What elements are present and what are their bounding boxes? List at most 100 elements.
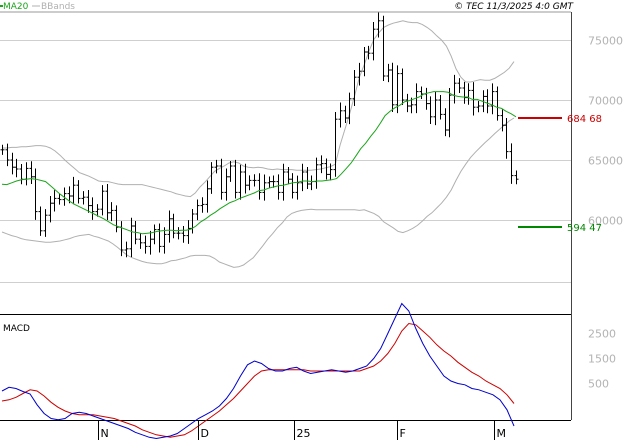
price-bar (357, 62, 362, 86)
price-bar (495, 86, 500, 121)
price-bar (462, 81, 467, 104)
price-bar (500, 109, 505, 132)
price-bar (243, 163, 248, 194)
price-bar (43, 209, 48, 237)
price-bar (400, 68, 405, 106)
price-bar (57, 193, 62, 205)
ma20-line (1, 91, 517, 235)
price-bar (171, 213, 176, 239)
price-bar (124, 241, 129, 258)
price-bar (105, 184, 110, 220)
price-bar (381, 15, 386, 82)
price-bar (219, 158, 224, 200)
price-bar (186, 220, 191, 244)
macd-y-tick-label: 1500 (588, 353, 616, 366)
price-bar (205, 180, 210, 213)
price-bar (5, 143, 10, 167)
macd-lines (1, 302, 515, 440)
price-bar (290, 173, 295, 199)
x-tick-label: 25 (297, 427, 311, 440)
price-bar (324, 158, 329, 180)
price-bar (81, 191, 86, 205)
price-bar (109, 202, 114, 222)
price-bar (447, 88, 452, 138)
price-bar (252, 174, 257, 187)
price-bar (419, 86, 424, 100)
price-level-label: 594 47 (567, 223, 602, 234)
copyright-text: © TEC 11/3/2025 4:0 GMT (454, 2, 574, 12)
price-bar (471, 82, 476, 116)
price-y-tick-label: 75000 (588, 35, 623, 48)
price-bar (504, 118, 509, 159)
x-tick-label: N (101, 427, 109, 440)
price-y-tick-label: 65000 (588, 155, 623, 168)
price-bar (148, 230, 153, 255)
price-bar (352, 70, 357, 106)
price-bar (457, 78, 462, 94)
price-bar (238, 164, 243, 200)
price-bar (176, 227, 181, 240)
price-bar (362, 46, 367, 77)
price-bar (247, 175, 252, 191)
price-bar (71, 176, 76, 205)
price-bar (162, 227, 167, 254)
price-bar (209, 162, 214, 194)
price-bar (438, 94, 443, 120)
price-bar (262, 174, 267, 201)
price-bar (67, 186, 72, 204)
price-bar (376, 12, 381, 38)
price-bar (300, 163, 305, 192)
price-bar (319, 155, 324, 174)
price-bar (100, 185, 105, 216)
price-bar (295, 175, 300, 200)
price-bar (19, 163, 24, 185)
price-bar (314, 157, 319, 189)
price-bar (228, 160, 233, 182)
bbands-upper-line (2, 20, 515, 198)
x-axis-ticks: N D 25 F M (98, 420, 506, 440)
price-bar (152, 224, 157, 245)
price-bar (195, 199, 200, 221)
price-bar (0, 144, 5, 155)
price-bar (433, 91, 438, 126)
bbands-lower-line (1, 117, 515, 268)
x-tick-label: F (400, 427, 406, 440)
price-bar (10, 152, 15, 175)
price-bar (443, 108, 448, 137)
price-bar (328, 163, 333, 181)
price-bar (347, 92, 352, 125)
price-bar (224, 168, 229, 201)
price-bar (33, 168, 38, 220)
price-bar (405, 93, 410, 113)
price-bar (257, 173, 262, 200)
price-bar (119, 221, 124, 257)
ma20-series-line (1, 91, 517, 235)
price-bar (143, 235, 148, 254)
price-bar (190, 208, 195, 234)
price-bar (305, 166, 310, 190)
price-bar (276, 174, 281, 200)
price-bar (485, 89, 490, 114)
price-bar (48, 196, 53, 223)
price-bar (76, 180, 81, 204)
price-bar (366, 45, 371, 60)
price-bar (281, 163, 286, 201)
price-bar (29, 161, 34, 184)
price-bar (86, 190, 91, 213)
chart-header: MA20 BBands © TEC 11/3/2025 4:0 GMT (0, 2, 575, 12)
price-bar (167, 210, 172, 243)
price-bar (490, 83, 495, 115)
price-bar (271, 175, 276, 188)
price-bar (62, 187, 67, 206)
macd-y-tick-label: 2500 (588, 328, 616, 341)
price-y-tick-label: 60000 (588, 215, 623, 228)
price-bar (309, 175, 314, 191)
price-bar (476, 100, 481, 113)
price-bar (286, 166, 291, 185)
price-bars (0, 12, 519, 258)
price-bar (90, 197, 95, 220)
price-bar (395, 65, 400, 114)
price-bar (52, 190, 57, 212)
price-bar (24, 162, 29, 186)
price-y-tick-labels: 75000 70000 65000 60000 (588, 35, 623, 228)
